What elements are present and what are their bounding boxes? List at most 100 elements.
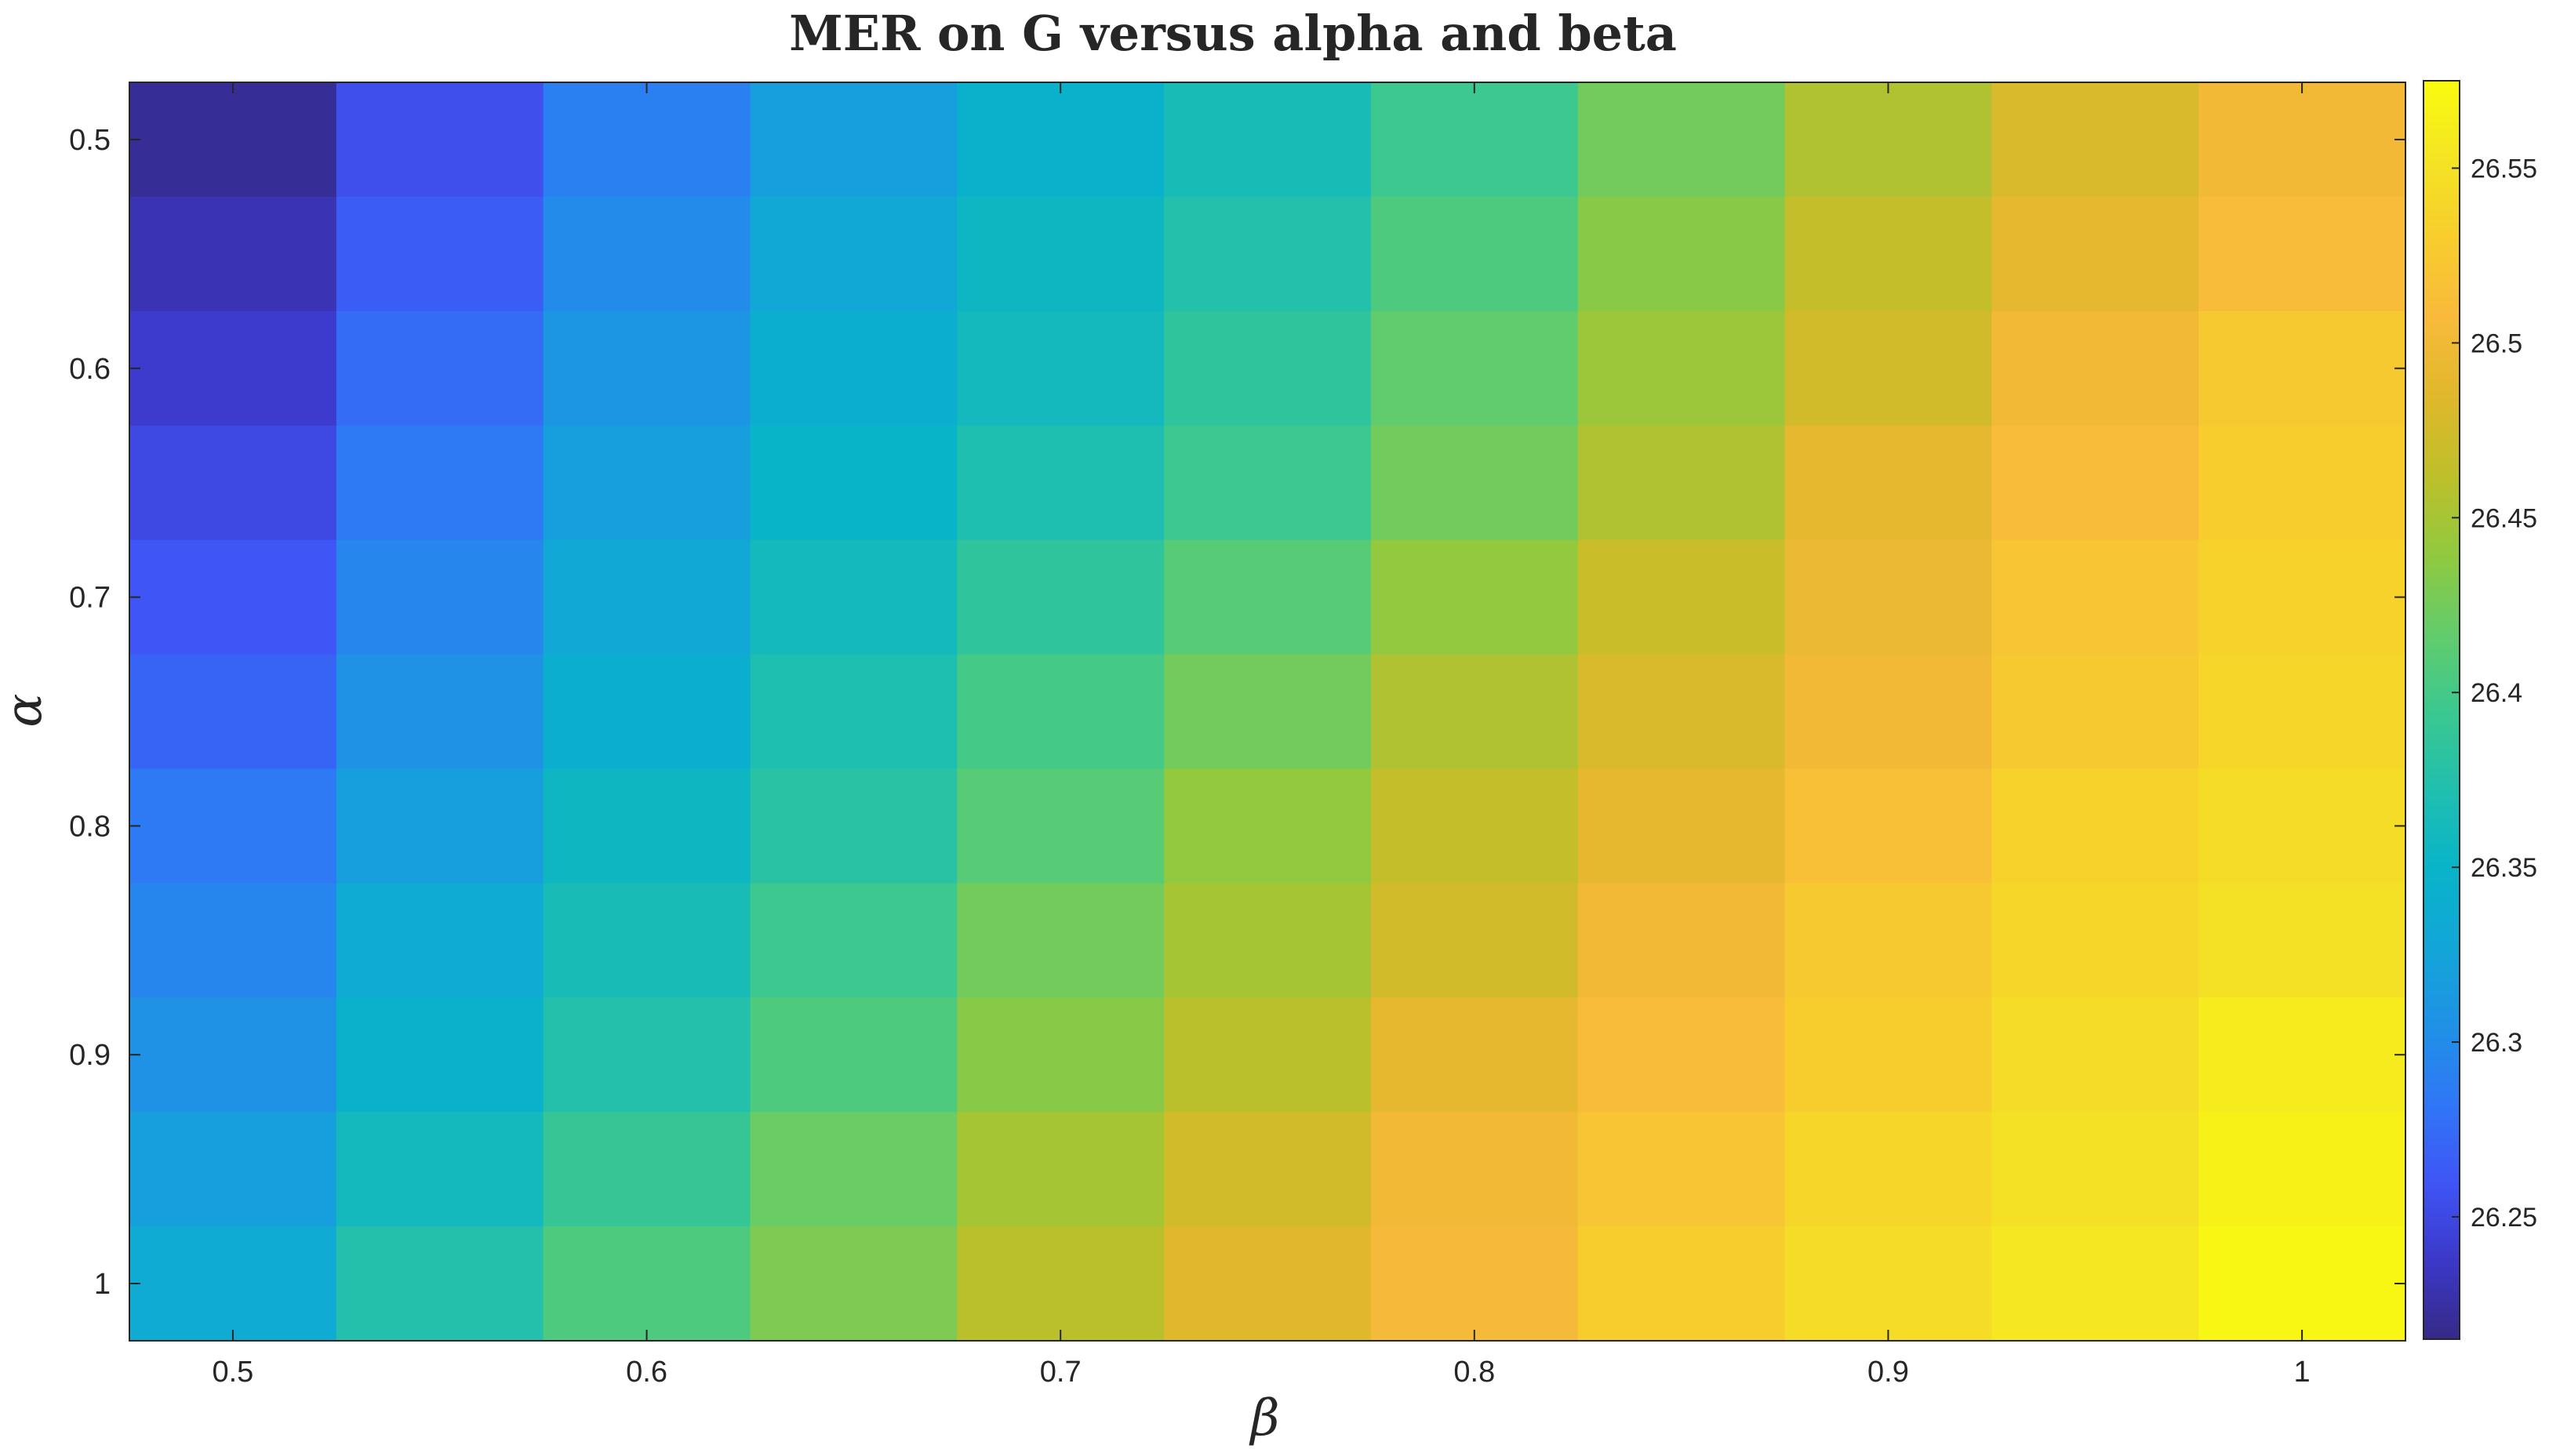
heatmap-cell <box>1164 196 1372 312</box>
heatmap-cell <box>957 997 1165 1113</box>
y-axis-ticks: 0.5 0.6 0.7 0.8 0.9 1 <box>69 124 2405 1301</box>
x-tick-label: 0.8 <box>1453 1356 1495 1389</box>
heatmap-cell <box>1784 196 1992 312</box>
heatmap-cell <box>750 310 958 427</box>
heatmap-cell <box>1370 1112 1579 1227</box>
x-tick-label: 0.9 <box>1867 1356 1909 1389</box>
heatmap-cell <box>336 883 544 998</box>
heatmap-cell <box>1577 654 1786 770</box>
heatmap-cell <box>1577 82 1786 198</box>
heatmap-cell <box>129 539 337 655</box>
colorbar-tick-label: 26.5 <box>2471 329 2522 358</box>
heatmap-cell <box>2198 82 2406 198</box>
heatmap-cell <box>129 196 337 312</box>
heatmap-cell <box>750 654 958 770</box>
heatmap-cell <box>1991 539 2199 655</box>
heatmap-cell <box>2198 425 2406 541</box>
colorbar-ticks: 26.25 26.3 26.35 26.4 26.45 26.5 26.55 <box>2452 154 2537 1233</box>
heatmap-cell <box>129 883 337 998</box>
heatmap-cell <box>543 310 751 427</box>
heatmap-cell <box>750 883 958 998</box>
heatmap-cell <box>957 425 1165 541</box>
heatmap-cell <box>1164 997 1372 1113</box>
heatmap-cell <box>2198 310 2406 427</box>
heatmap-cell <box>1991 310 2199 427</box>
x-tick-label: 1 <box>2294 1356 2311 1389</box>
x-tick-label: 0.6 <box>626 1356 667 1389</box>
heatmap-cell <box>1164 768 1372 884</box>
heatmap-cell <box>1991 1226 2199 1342</box>
heatmap-cell <box>1784 1112 1992 1227</box>
heatmap-cell <box>336 1226 544 1342</box>
heatmap-cell <box>129 1112 337 1227</box>
heatmap-cell <box>1577 768 1786 884</box>
heatmap-cell <box>129 997 337 1113</box>
heatmap-cell <box>1784 539 1992 655</box>
heatmap-cell <box>1991 654 2199 770</box>
heatmap-cell <box>1991 82 2199 198</box>
heatmap-cell <box>543 768 751 884</box>
heatmap-cell <box>2198 196 2406 312</box>
colorbar-tick-label: 26.45 <box>2471 503 2537 533</box>
heatmap-cell <box>1370 997 1579 1113</box>
heatmap-cell <box>1784 1226 1992 1342</box>
heatmap-cell <box>129 425 337 541</box>
heatmap-cell <box>1784 654 1992 770</box>
heatmap-cell <box>750 539 958 655</box>
heatmap-cell <box>1577 883 1786 998</box>
heatmap-cell <box>1164 310 1372 427</box>
heatmap-cell <box>2198 1226 2406 1342</box>
heatmap-cell <box>957 654 1165 770</box>
heatmap-cell <box>336 654 544 770</box>
colorbar-tick-label: 26.55 <box>2471 154 2537 183</box>
y-tick-label: 0.8 <box>69 810 111 843</box>
heatmap-cell <box>543 1226 751 1342</box>
heatmap-cell <box>1164 82 1372 198</box>
heatmap-cell <box>1991 997 2199 1113</box>
y-tick-label: 0.5 <box>69 124 111 157</box>
heatmap-cell <box>2198 654 2406 770</box>
heatmap-cell <box>543 1112 751 1227</box>
heatmap-cell <box>1784 768 1992 884</box>
heatmap-cell <box>336 997 544 1113</box>
heatmap-cell <box>1991 768 2199 884</box>
heatmap-cell <box>750 997 958 1113</box>
colorbar-tick-label: 26.3 <box>2471 1028 2522 1058</box>
heatmap-cell <box>1164 654 1372 770</box>
heatmap-cell <box>336 82 544 198</box>
heatmap-cell <box>1991 425 2199 541</box>
heatmap-cell <box>750 1112 958 1227</box>
heatmap-cell <box>1577 425 1786 541</box>
heatmap-cell <box>1784 425 1992 541</box>
heatmap-cell <box>1991 196 2199 312</box>
heatmap-cell <box>1784 310 1992 427</box>
colorbar-tick-label: 26.4 <box>2471 678 2522 708</box>
heatmap-cell <box>1991 1112 2199 1227</box>
heatmap-cell <box>1370 883 1579 998</box>
heatmap-cell <box>2198 539 2406 655</box>
heatmap-cell <box>1370 425 1579 541</box>
heatmap-cell <box>1164 425 1372 541</box>
heatmap-cell <box>750 425 958 541</box>
heatmap-cell <box>1577 997 1786 1113</box>
heatmap-cells <box>129 82 2406 1342</box>
heatmap-cell <box>1370 1226 1579 1342</box>
heatmap-cell <box>1577 310 1786 427</box>
heatmap-cell <box>1577 539 1786 655</box>
x-tick-label: 0.5 <box>212 1356 253 1389</box>
heatmap-cell <box>2198 883 2406 998</box>
heatmap-cell <box>129 1226 337 1342</box>
colorbar-tick-label: 26.25 <box>2471 1203 2537 1233</box>
heatmap-cell <box>336 425 544 541</box>
y-tick-label: 1 <box>94 1268 111 1301</box>
heatmap-cell <box>1370 654 1579 770</box>
heatmap-cell <box>957 1226 1165 1342</box>
heatmap-cell <box>957 82 1165 198</box>
chart-title: MER on G versus alpha and beta <box>789 5 1677 62</box>
heatmap-cell <box>750 196 958 312</box>
heatmap-cell <box>1164 1226 1372 1342</box>
heatmap-cell <box>543 883 751 998</box>
heatmap-cell <box>2198 1112 2406 1227</box>
heatmap-cell <box>750 768 958 884</box>
